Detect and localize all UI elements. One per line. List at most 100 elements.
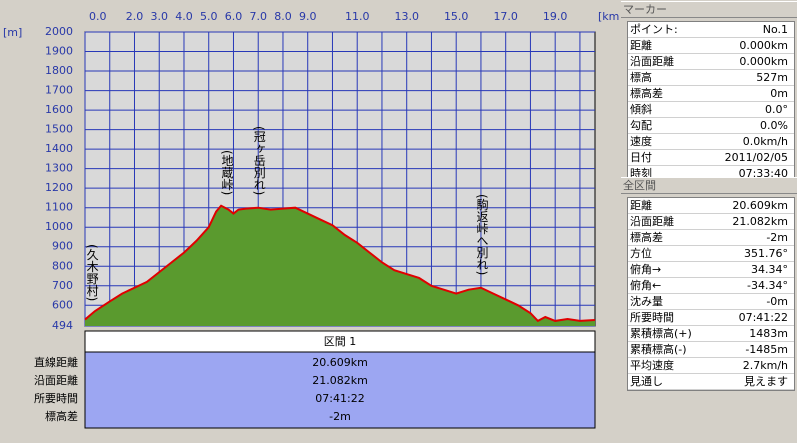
panel-key: 距離 xyxy=(630,39,652,52)
y-tick-label: 2000 xyxy=(45,25,73,38)
x-tick-label: 7.0 xyxy=(249,10,267,23)
panel-row: ポイント: No.1 xyxy=(628,22,794,38)
y-unit: [m] xyxy=(3,26,22,39)
panel-value: 1483m xyxy=(749,327,788,340)
panel-row: 傾斜 0.0° xyxy=(628,102,794,118)
panel-row: 俯角→ 34.34° xyxy=(628,262,794,278)
y-tick-label: 1600 xyxy=(45,103,73,116)
panel-value: 0.0° xyxy=(765,103,788,116)
section-value: -2m xyxy=(329,410,351,423)
x-tick-label: 13.0 xyxy=(394,10,419,23)
panel-value: 0.000km xyxy=(739,39,788,52)
section-value: 07:41:22 xyxy=(315,392,364,405)
panel-key: 方位 xyxy=(630,247,652,260)
x-tick-label: 2.0 xyxy=(126,10,144,23)
panel-value: 21.082km xyxy=(732,215,788,228)
panel-row: 所要時間 07:41:22 xyxy=(628,310,794,326)
panel-value: -2m xyxy=(766,231,788,244)
annotation: (地蔵峠) xyxy=(220,150,235,196)
panel-value: 527m xyxy=(756,71,788,84)
panel-key: 平均速度 xyxy=(630,359,674,372)
x-tick-label: 8.0 xyxy=(274,10,292,23)
panel-key: 時刻 xyxy=(630,167,652,180)
profile-line xyxy=(84,204,596,323)
panel-key: 俯角← xyxy=(630,279,662,292)
panel-key: 標高差 xyxy=(630,87,663,100)
panel-value: -1485m xyxy=(745,343,788,356)
panel-key: 沿面距離 xyxy=(630,215,674,228)
profile-chart: [m] [km] 区間 1 494 600 700 800 900 1000 1100 120… xyxy=(3,10,620,429)
panel-key: ポイント: xyxy=(630,23,678,36)
x-tick-label: 19.0 xyxy=(543,10,568,23)
panel-row: 方位 351.76° xyxy=(628,246,794,262)
x-tick-label: 9.0 xyxy=(299,10,317,23)
panel-row: 標高差 -2m xyxy=(628,230,794,246)
panel-value: No.1 xyxy=(762,23,788,36)
panel-row: 日付 2011/02/05 xyxy=(628,150,794,166)
section-label: 所要時間 xyxy=(34,392,78,405)
x-unit: [km] xyxy=(598,10,620,23)
y-tick-label: 1000 xyxy=(45,220,73,233)
panel-key: 勾配 xyxy=(630,119,652,132)
panel-row: 累積標高(+) 1483m xyxy=(628,326,794,342)
panel-value: 07:33:40 xyxy=(738,167,788,180)
x-tick-label: 17.0 xyxy=(493,10,518,23)
panel-key: 見通し xyxy=(630,375,663,388)
panel-value: -34.34° xyxy=(747,279,788,292)
panel-row: 見通し 見えます xyxy=(628,374,794,390)
panel-value: -0m xyxy=(766,295,788,308)
panel-table: 距離 20.609km 沿面距離 21.082km 標高差 -2m 方位 351.76° 俯角→… xyxy=(627,197,795,391)
panel-row: 速度 0.0km/h xyxy=(628,134,794,150)
panel-row: 俯角← -34.34° xyxy=(628,278,794,294)
y-tick-label: 600 xyxy=(52,298,73,311)
y-tick-label: 800 xyxy=(52,259,73,272)
y-tick-label: 900 xyxy=(52,240,73,253)
panel-row: 累積標高(-) -1485m xyxy=(628,342,794,358)
area-fill xyxy=(85,205,595,326)
panel-key: 日付 xyxy=(630,151,652,164)
panel-value: 見えます xyxy=(744,375,788,388)
section-value: 20.609km xyxy=(312,356,368,369)
panel-key: 俯角→ xyxy=(630,263,662,276)
panel-title: マーカー xyxy=(621,1,797,18)
y-tick-label: 1900 xyxy=(45,45,73,58)
panel-row: 沿面距離 21.082km xyxy=(628,214,794,230)
panel-row: 平均速度 2.7km/h xyxy=(628,358,794,374)
panel-key: 速度 xyxy=(630,135,652,148)
panel-value: 0m xyxy=(770,87,788,100)
section-label: 標高差 xyxy=(45,409,78,423)
panel-key: 累積標高(-) xyxy=(630,343,687,356)
annotation: (冠ヶ岳別れ) xyxy=(252,125,267,196)
x-tick-label: 5.0 xyxy=(200,10,218,23)
panel-key: 距離 xyxy=(630,199,652,212)
panel-key: 標高差 xyxy=(630,231,663,244)
x-tick-label: 15.0 xyxy=(444,10,469,23)
y-tick-label: 1400 xyxy=(45,142,73,155)
panel-row: 勾配 0.0% xyxy=(628,118,794,134)
y-tick-label: 700 xyxy=(52,279,73,292)
section-label: 沿面距離 xyxy=(34,373,78,387)
x-tick-label: 0.0 xyxy=(89,10,107,23)
panel-row: 沈み量 -0m xyxy=(628,294,794,310)
panel-value: 0.0% xyxy=(760,119,788,132)
panel-row: 距離 20.609km xyxy=(628,198,794,214)
panel-key: 傾斜 xyxy=(630,103,652,116)
panel-row: 沿面距離 0.000km xyxy=(628,54,794,70)
panel-title: 全区間 xyxy=(621,177,797,194)
panel-row: 距離 0.000km xyxy=(628,38,794,54)
annotation: (駒返峠へ別れ) xyxy=(474,193,489,276)
x-tick-label: 11.0 xyxy=(345,10,370,23)
panel-value: 2.7km/h xyxy=(742,359,788,372)
panel-value: 20.609km xyxy=(732,199,788,212)
panel-key: 所要時間 xyxy=(630,311,674,324)
y-tick-label: 1500 xyxy=(45,123,73,136)
x-tick-label: 6.0 xyxy=(225,10,243,23)
section-value: 21.082km xyxy=(312,374,368,387)
panel-row: 標高 527m xyxy=(628,70,794,86)
y-tick-label: 1800 xyxy=(45,64,73,77)
panel-value: 351.76° xyxy=(744,247,788,260)
panel-value: 0.0km/h xyxy=(742,135,788,148)
panel-key: 沈み量 xyxy=(630,295,663,308)
section-label: 直線距離 xyxy=(34,355,78,369)
